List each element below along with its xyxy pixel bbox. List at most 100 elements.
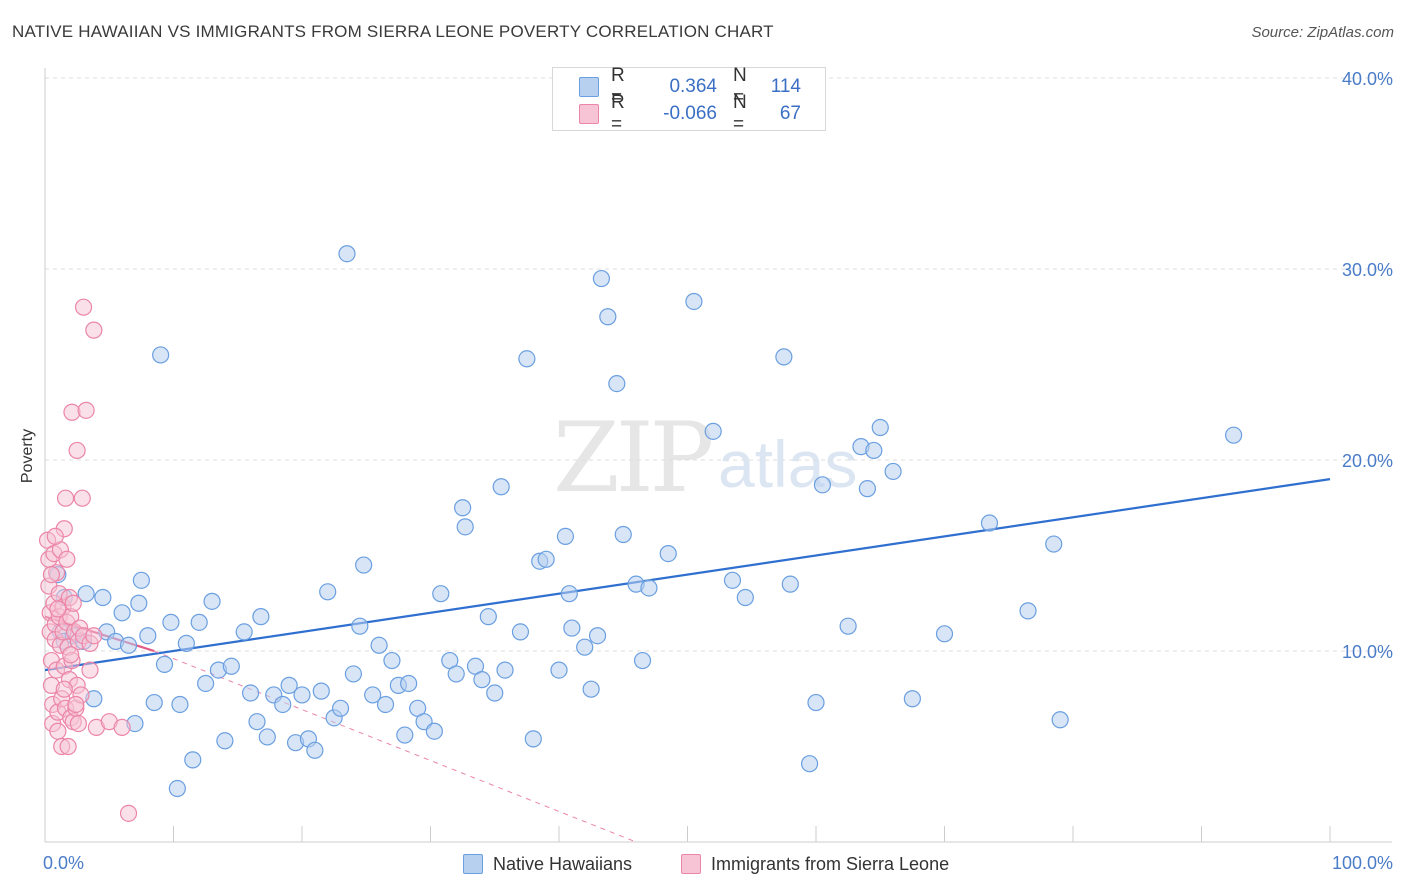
point-native-hawaiian bbox=[370, 636, 388, 654]
point-native-hawaiian bbox=[980, 514, 999, 532]
n-label: N = bbox=[733, 65, 747, 108]
legend-label: Immigrants from Sierra Leone bbox=[711, 853, 950, 874]
y-tick-label: 10.0% bbox=[1342, 642, 1393, 662]
point-sierra-leone bbox=[64, 594, 82, 612]
y-tick-label: 30.0% bbox=[1342, 260, 1393, 280]
point-native-hawaiian bbox=[184, 751, 202, 769]
point-sierra-leone bbox=[74, 298, 93, 316]
point-native-hawaiian bbox=[222, 657, 240, 675]
watermark-atlas: atlas bbox=[718, 427, 858, 501]
point-native-hawaiian bbox=[119, 636, 138, 654]
point-sierra-leone bbox=[69, 714, 88, 733]
point-sierra-leone bbox=[68, 441, 86, 460]
point-sierra-leone bbox=[119, 804, 138, 822]
point-sierra-leone bbox=[63, 403, 81, 421]
point-sierra-leone bbox=[56, 489, 75, 507]
point-native-hawaiian bbox=[858, 480, 877, 498]
n-value: 114 bbox=[770, 76, 801, 97]
point-sierra-leone bbox=[67, 695, 85, 714]
point-native-hawaiian bbox=[171, 695, 189, 714]
point-native-hawaiian bbox=[537, 550, 555, 568]
point-native-hawaiian bbox=[155, 655, 174, 673]
chart-title: NATIVE HAWAIIAN VS IMMIGRANTS FROM SIERR… bbox=[12, 22, 774, 41]
point-native-hawaiian bbox=[280, 676, 298, 694]
point-sierra-leone bbox=[85, 321, 103, 339]
point-native-hawaiian bbox=[813, 476, 832, 494]
point-native-hawaiian bbox=[479, 608, 497, 626]
point-native-hawaiian bbox=[1225, 426, 1243, 444]
point-native-hawaiian bbox=[197, 674, 215, 693]
point-sierra-leone bbox=[77, 401, 95, 419]
point-native-hawaiian bbox=[903, 690, 921, 708]
point-native-hawaiian bbox=[1019, 602, 1037, 620]
point-native-hawaiian bbox=[704, 422, 722, 440]
point-native-hawaiian bbox=[274, 695, 292, 714]
point-native-hawaiian bbox=[599, 308, 617, 326]
r-label: R = bbox=[611, 92, 625, 135]
point-native-hawaiian bbox=[242, 684, 260, 702]
watermark-zip: ZIP bbox=[553, 402, 714, 514]
point-native-hawaiian bbox=[723, 571, 742, 589]
data-points bbox=[38, 245, 1243, 822]
point-native-hawaiian bbox=[152, 346, 170, 364]
point-native-hawaiian bbox=[884, 462, 902, 481]
legend-item-sierra-leone[interactable]: Immigrants from Sierra Leone bbox=[681, 852, 949, 876]
point-native-hawaiian bbox=[130, 594, 148, 612]
point-native-hawaiian bbox=[145, 693, 163, 712]
point-native-hawaiian bbox=[338, 245, 356, 263]
point-native-hawaiian bbox=[736, 588, 754, 607]
point-native-hawaiian bbox=[492, 478, 510, 496]
point-native-hawaiian bbox=[456, 518, 474, 536]
blue-swatch bbox=[579, 77, 599, 97]
x-tick-label: 0.0% bbox=[43, 853, 84, 873]
point-native-hawaiian bbox=[518, 350, 536, 368]
point-native-hawaiian bbox=[396, 726, 414, 744]
point-native-hawaiian bbox=[486, 684, 504, 702]
point-native-hawaiian bbox=[865, 441, 883, 460]
trend-line-native-hawaiians bbox=[44, 478, 1331, 672]
point-native-hawaiian bbox=[177, 634, 195, 652]
point-native-hawaiian bbox=[113, 604, 131, 622]
point-native-hawaiian bbox=[293, 686, 311, 704]
point-native-hawaiian bbox=[383, 651, 401, 670]
point-native-hawaiian bbox=[640, 579, 658, 597]
point-native-hawaiian bbox=[614, 525, 632, 544]
trend-lines bbox=[44, 478, 1331, 843]
point-sierra-leone bbox=[73, 489, 91, 507]
point-native-hawaiian bbox=[216, 732, 234, 750]
point-native-hawaiian bbox=[312, 682, 330, 700]
point-native-hawaiian bbox=[588, 627, 607, 645]
point-sierra-leone bbox=[85, 627, 103, 645]
point-native-hawaiian bbox=[344, 665, 362, 683]
n-label: N = bbox=[733, 92, 747, 135]
point-native-hawaiian bbox=[473, 671, 491, 689]
point-sierra-leone bbox=[59, 737, 77, 756]
point-native-hawaiian bbox=[781, 575, 799, 593]
point-native-hawaiian bbox=[376, 695, 395, 714]
point-native-hawaiian bbox=[839, 617, 857, 635]
point-native-hawaiian bbox=[190, 613, 208, 631]
point-native-hawaiian bbox=[132, 571, 150, 589]
point-native-hawaiian bbox=[592, 269, 611, 288]
point-native-hawaiian bbox=[432, 585, 450, 603]
point-native-hawaiian bbox=[248, 713, 266, 731]
r-value: 0.364 bbox=[669, 76, 717, 97]
point-sierra-leone bbox=[42, 565, 61, 584]
r-label: R = bbox=[611, 65, 625, 108]
point-native-hawaiian bbox=[77, 585, 95, 603]
point-native-hawaiian bbox=[807, 693, 825, 712]
x-tick-label: 100.0% bbox=[1332, 853, 1393, 873]
point-native-hawaiian bbox=[582, 680, 600, 698]
point-native-hawaiian bbox=[524, 730, 542, 748]
pink-swatch bbox=[579, 104, 599, 124]
legend-label: Native Hawaiians bbox=[493, 853, 633, 874]
point-sierra-leone bbox=[49, 600, 67, 618]
point-native-hawaiian bbox=[331, 699, 350, 717]
point-native-hawaiian bbox=[560, 585, 578, 603]
point-sierra-leone bbox=[46, 527, 64, 546]
point-native-hawaiian bbox=[563, 619, 581, 637]
point-native-hawaiian bbox=[1051, 711, 1069, 729]
point-native-hawaiian bbox=[252, 608, 270, 626]
legend-item-native-hawaiians[interactable]: Native Hawaiians bbox=[463, 852, 632, 876]
